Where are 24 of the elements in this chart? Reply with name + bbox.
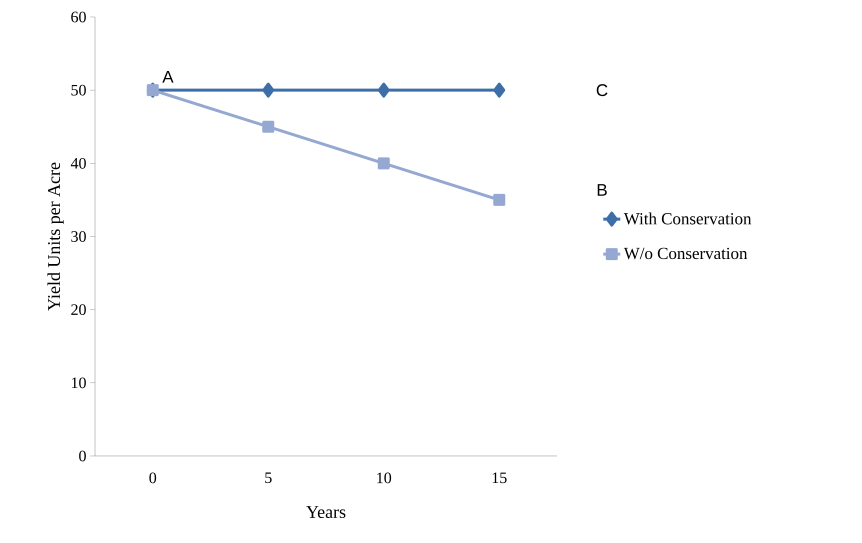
x-axis-title: Years bbox=[306, 506, 346, 518]
point bbox=[262, 120, 274, 133]
point bbox=[262, 82, 274, 98]
y-tick-label: 0 bbox=[79, 450, 86, 462]
x-tick-label: 0 bbox=[149, 472, 156, 484]
point bbox=[378, 157, 390, 170]
text: C bbox=[596, 84, 608, 96]
y-tick-label: 40 bbox=[70, 158, 86, 169]
legend-label: W/o Conservation bbox=[624, 248, 748, 260]
y-tick-label: 60 bbox=[71, 12, 86, 22]
y-tick-label: 30 bbox=[71, 231, 86, 242]
x-tick-label: 10 bbox=[377, 472, 392, 484]
point bbox=[378, 82, 390, 98]
y-tick-label: 20 bbox=[71, 304, 86, 316]
point bbox=[493, 82, 506, 98]
annotation: A bbox=[162, 70, 174, 83]
legend-label: With Conservation bbox=[624, 212, 752, 225]
y-axis-title: Yield Units per Acre bbox=[47, 162, 64, 311]
point bbox=[493, 194, 506, 206]
y-tick-label: 10 bbox=[72, 377, 86, 388]
x-tick-label: 5 bbox=[265, 472, 272, 484]
text: B bbox=[598, 184, 607, 196]
y-tick-label: 50 bbox=[71, 84, 86, 96]
x-tick-label: 15 bbox=[492, 472, 507, 484]
